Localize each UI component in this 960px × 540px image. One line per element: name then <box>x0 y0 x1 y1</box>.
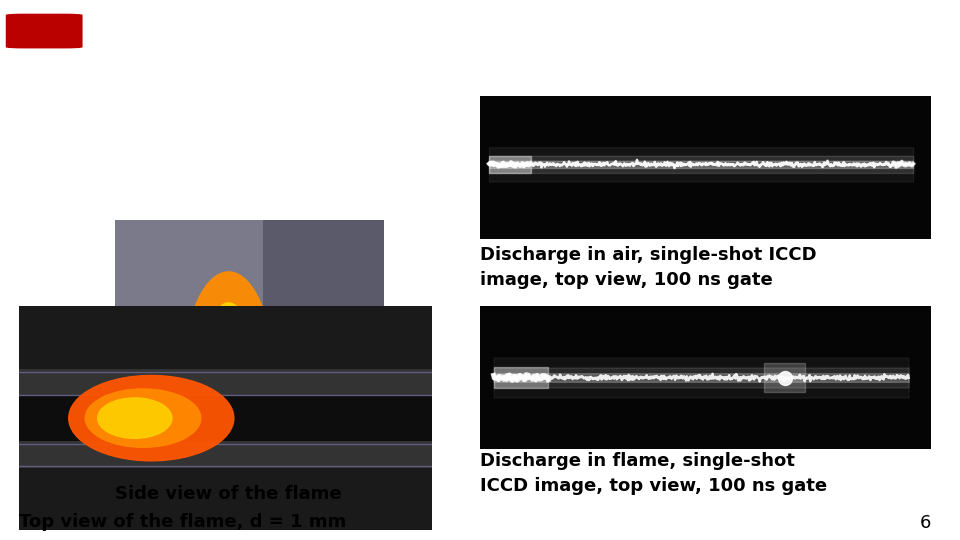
Bar <box>19 441 432 468</box>
Bar <box>115 220 263 336</box>
Bar <box>209 426 247 478</box>
Text: 6: 6 <box>920 514 931 532</box>
Text: Side view of the flame: Side view of the flame <box>115 485 342 503</box>
Ellipse shape <box>69 375 234 461</box>
Text: Discharge in flame, single-shot
ICCD image, top view, 100 ns gate: Discharge in flame, single-shot ICCD ima… <box>480 451 828 495</box>
Text: ELECTRIC DISCHARGE AND FLAME SETUP: ELECTRIC DISCHARGE AND FLAME SETUP <box>101 17 772 45</box>
Text: Top view of the flame, d = 1 mm: Top view of the flame, d = 1 mm <box>19 514 347 531</box>
Bar <box>19 369 432 396</box>
Ellipse shape <box>85 389 201 447</box>
FancyBboxPatch shape <box>6 14 83 49</box>
Text: Discharge in air, single-shot ICCD
image, top view, 100 ns gate: Discharge in air, single-shot ICCD image… <box>480 246 817 289</box>
Bar <box>19 306 432 369</box>
FancyBboxPatch shape <box>0 4 88 58</box>
Bar <box>19 468 432 530</box>
Bar <box>217 416 239 442</box>
Bar <box>115 220 384 336</box>
Bar <box>263 220 384 401</box>
FancyBboxPatch shape <box>0 5 95 57</box>
Ellipse shape <box>98 398 172 438</box>
